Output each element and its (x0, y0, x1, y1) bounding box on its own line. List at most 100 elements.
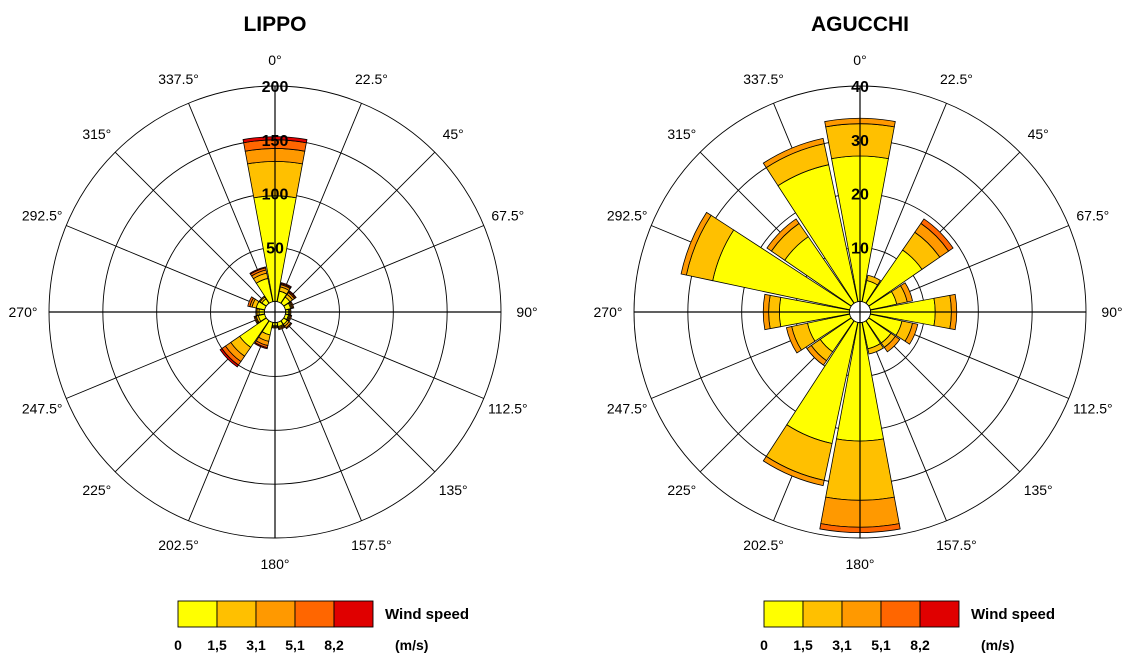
legend-swatch (880, 600, 921, 628)
direction-label: 315° (667, 126, 696, 142)
legend: Wind speed 0 1,5 3,1 5,1 8,2 (m/s) (174, 600, 469, 653)
legend-tick-label: 8,2 (910, 637, 930, 653)
radial-tick-label: 30 (851, 133, 869, 150)
radial-tick-label: 20 (851, 187, 869, 204)
petal-45deg-bin-4 (288, 290, 297, 299)
petal-247.5deg-bin-2 (785, 326, 802, 354)
legend-tick-label: 0 (174, 637, 182, 653)
direction-label: 157.5° (351, 537, 392, 553)
petal-22.5deg-bin-1 (866, 274, 882, 286)
petal-202.5deg-bin-4 (253, 342, 268, 350)
direction-label: 292.5° (22, 208, 63, 224)
legend-swatch (333, 600, 374, 628)
grid-spoke (282, 151, 436, 305)
petal-247.5deg-bin-3 (253, 315, 259, 325)
petal-135deg-bin-2 (883, 335, 901, 353)
radial-tick-label: 40 (851, 79, 869, 96)
radial-tick-label: 10 (851, 241, 869, 258)
direction-label: 270° (9, 304, 38, 320)
grid-spoke (284, 225, 484, 309)
legend-swatch (763, 600, 804, 628)
legend: Wind speed 0 1,5 3,1 5,1 8,2 (m/s) (760, 600, 1055, 653)
direction-label: 315° (82, 126, 111, 142)
legend-tick-label: 5,1 (285, 637, 305, 653)
radial-tick-label: 50 (266, 241, 284, 258)
petal-202.5deg-bin-2 (762, 455, 825, 487)
direction-label: 67.5° (1076, 208, 1109, 224)
direction-label: 22.5° (355, 71, 388, 87)
direction-label: 247.5° (607, 400, 648, 416)
direction-label: 247.5° (22, 400, 63, 416)
direction-label: 0° (268, 52, 281, 68)
petal-157.5deg-bin-1 (867, 342, 884, 355)
petal-45deg-bin-3 (920, 218, 954, 252)
grid-spoke (66, 225, 266, 309)
direction-label: 157.5° (936, 537, 977, 553)
direction-label: 292.5° (607, 208, 648, 224)
grid-spoke (188, 321, 272, 521)
legend-tick-label: 1,5 (207, 637, 227, 653)
petal-315deg-bin-2 (766, 218, 800, 252)
direction-label: 22.5° (940, 71, 973, 87)
direction-label: 180° (846, 556, 875, 572)
wind-rose-agucchi: AGUCCHI 10 20 30 40 0° 22.5° 45° 67.5° 90° 112.5° 1… (594, 13, 1123, 653)
legend-swatch (802, 600, 843, 628)
grid-spoke (863, 103, 947, 303)
petal-292.5deg-bin-3 (247, 296, 255, 308)
grid-spoke (278, 321, 362, 521)
direction-label: 225° (82, 482, 111, 498)
petal-292.5deg-bin-2 (680, 211, 712, 276)
petal-157.5deg-bin-3 (278, 325, 286, 331)
petal-22.5deg-bin-4 (280, 282, 292, 289)
grid-spoke (282, 319, 436, 473)
radial-tick-label: 150 (262, 133, 289, 150)
petal-67.5deg-bin-2 (899, 282, 913, 303)
legend-swatch (216, 600, 257, 628)
grid-spoke (66, 315, 266, 399)
legend-swatch (294, 600, 335, 628)
direction-label: 270° (594, 304, 623, 320)
legend-swatch (841, 600, 882, 628)
wind-rose-lippo: LIPPO 50 100 150 200 0° 22.5° 45° 67.5° 90° 112.5°… (9, 13, 538, 653)
legend-tick-label: 1,5 (793, 637, 813, 653)
direction-label: 337.5° (158, 71, 199, 87)
legend-tick-label: 3,1 (246, 637, 266, 653)
direction-label: 90° (516, 304, 537, 320)
legend-tick-label: 5,1 (871, 637, 891, 653)
petal-315deg-bin-2 (258, 295, 266, 303)
legend-swatch (919, 600, 960, 628)
legend-unit: (m/s) (395, 637, 428, 653)
grid-spoke (284, 315, 484, 399)
legend-title: Wind speed (971, 606, 1055, 623)
direction-label: 67.5° (491, 208, 524, 224)
legend-unit: (m/s) (981, 637, 1014, 653)
direction-label: 225° (667, 482, 696, 498)
direction-label: 0° (853, 52, 866, 68)
direction-label: 90° (1101, 304, 1122, 320)
direction-label: 45° (443, 126, 464, 142)
direction-label: 180° (261, 556, 290, 572)
petal-67.5deg-bin-3 (289, 300, 295, 309)
direction-label: 202.5° (743, 537, 784, 553)
petal-112.5deg-bin-2 (904, 322, 919, 345)
direction-label: 337.5° (743, 71, 784, 87)
petal-337.5deg-bin-4 (249, 266, 267, 275)
petal-337.5deg-bin-2 (762, 137, 825, 169)
petal-225deg-bin-2 (806, 344, 828, 366)
legend-title: Wind speed (385, 606, 469, 623)
direction-label: 45° (1028, 126, 1049, 142)
petal-225deg-bin-4 (219, 347, 240, 368)
direction-label: 135° (439, 482, 468, 498)
radial-tick-label: 200 (262, 79, 289, 96)
petal-112.5deg-bin-3 (287, 314, 293, 322)
grid-spoke (114, 151, 268, 305)
direction-label: 112.5° (1073, 400, 1113, 416)
legend-tick-label: 8,2 (324, 637, 344, 653)
legend-swatch (177, 600, 218, 628)
legend-swatch (255, 600, 296, 628)
grid-spoke (278, 103, 362, 303)
direction-label: 112.5° (488, 400, 528, 416)
legend-tick-label: 0 (760, 637, 768, 653)
chart-title: AGUCCHI (811, 13, 909, 36)
